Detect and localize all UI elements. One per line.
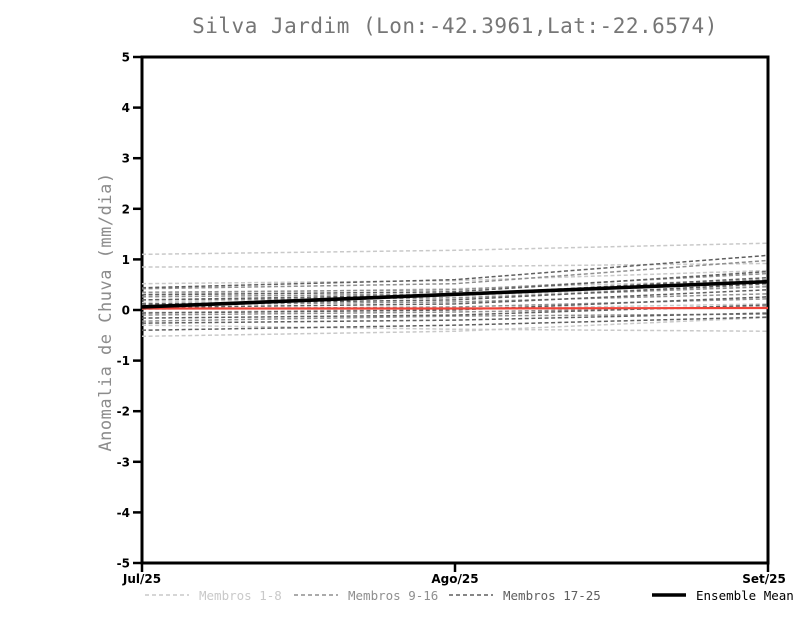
solid-line-sample-icon <box>652 593 686 597</box>
y-tick-label: -2 <box>117 405 130 419</box>
legend-label: Membros 17-25 <box>503 587 601 603</box>
y-tick-label: -5 <box>117 557 130 571</box>
y-tick-label: -1 <box>117 354 130 368</box>
y-tick-label: 1 <box>122 253 130 267</box>
y-tick-label: -3 <box>117 455 130 469</box>
y-tick-label: 0 <box>122 304 130 318</box>
series-membro-9 <box>141 259 769 290</box>
x-tick-label: Ago/25 <box>431 572 478 586</box>
legend-item-membros-9-16: Membros 9-16 <box>292 587 439 603</box>
series-membro-1 <box>141 242 769 256</box>
series-membro-24 <box>141 312 769 324</box>
legend-label: Ensemble Mean <box>696 587 794 603</box>
y-tick-label: 4 <box>122 101 130 115</box>
y-tick-label: 2 <box>122 202 130 216</box>
legend-label: Membros 9-16 <box>348 587 439 603</box>
dashed-line-sample-icon <box>294 594 338 596</box>
legend-item-ensemble-mean: Ensemble Mean <box>650 587 794 603</box>
series-membro-8 <box>141 316 769 338</box>
y-tick-label: 3 <box>122 152 130 166</box>
series-membro-2 <box>141 262 769 268</box>
series-membro-22 <box>141 296 769 314</box>
legend-item-membros-17-25: Membros 17-25 <box>447 587 601 603</box>
series-membro-17 <box>141 254 769 289</box>
x-tick-label: Set/25 <box>742 572 786 586</box>
series-membro-21 <box>141 289 769 309</box>
series-reference <box>142 306 769 310</box>
series-membro-18 <box>141 270 769 296</box>
series-membro-12 <box>141 285 769 301</box>
series-membro-20 <box>141 282 769 305</box>
plot-frame <box>140 55 770 565</box>
series-membro-13 <box>141 293 769 306</box>
y-tick-label: 5 <box>122 51 130 65</box>
dashed-line-sample-icon <box>145 594 189 596</box>
dashed-line-sample-icon <box>449 594 493 596</box>
chart-title: Silva Jardim (Lon:-42.3961,Lat:-22.6574) <box>192 14 718 38</box>
legend-item-membros-1-8: Membros 1-8 <box>143 587 282 603</box>
x-tick-label: Jul/25 <box>122 572 161 586</box>
series-membro-7 <box>141 324 769 333</box>
y-tick-label: -4 <box>117 506 130 520</box>
series-ensemble-mean <box>141 279 769 309</box>
series-membro-3 <box>141 269 769 285</box>
legend-label: Membros 1-8 <box>199 587 282 603</box>
series-membro-25 <box>141 316 769 331</box>
